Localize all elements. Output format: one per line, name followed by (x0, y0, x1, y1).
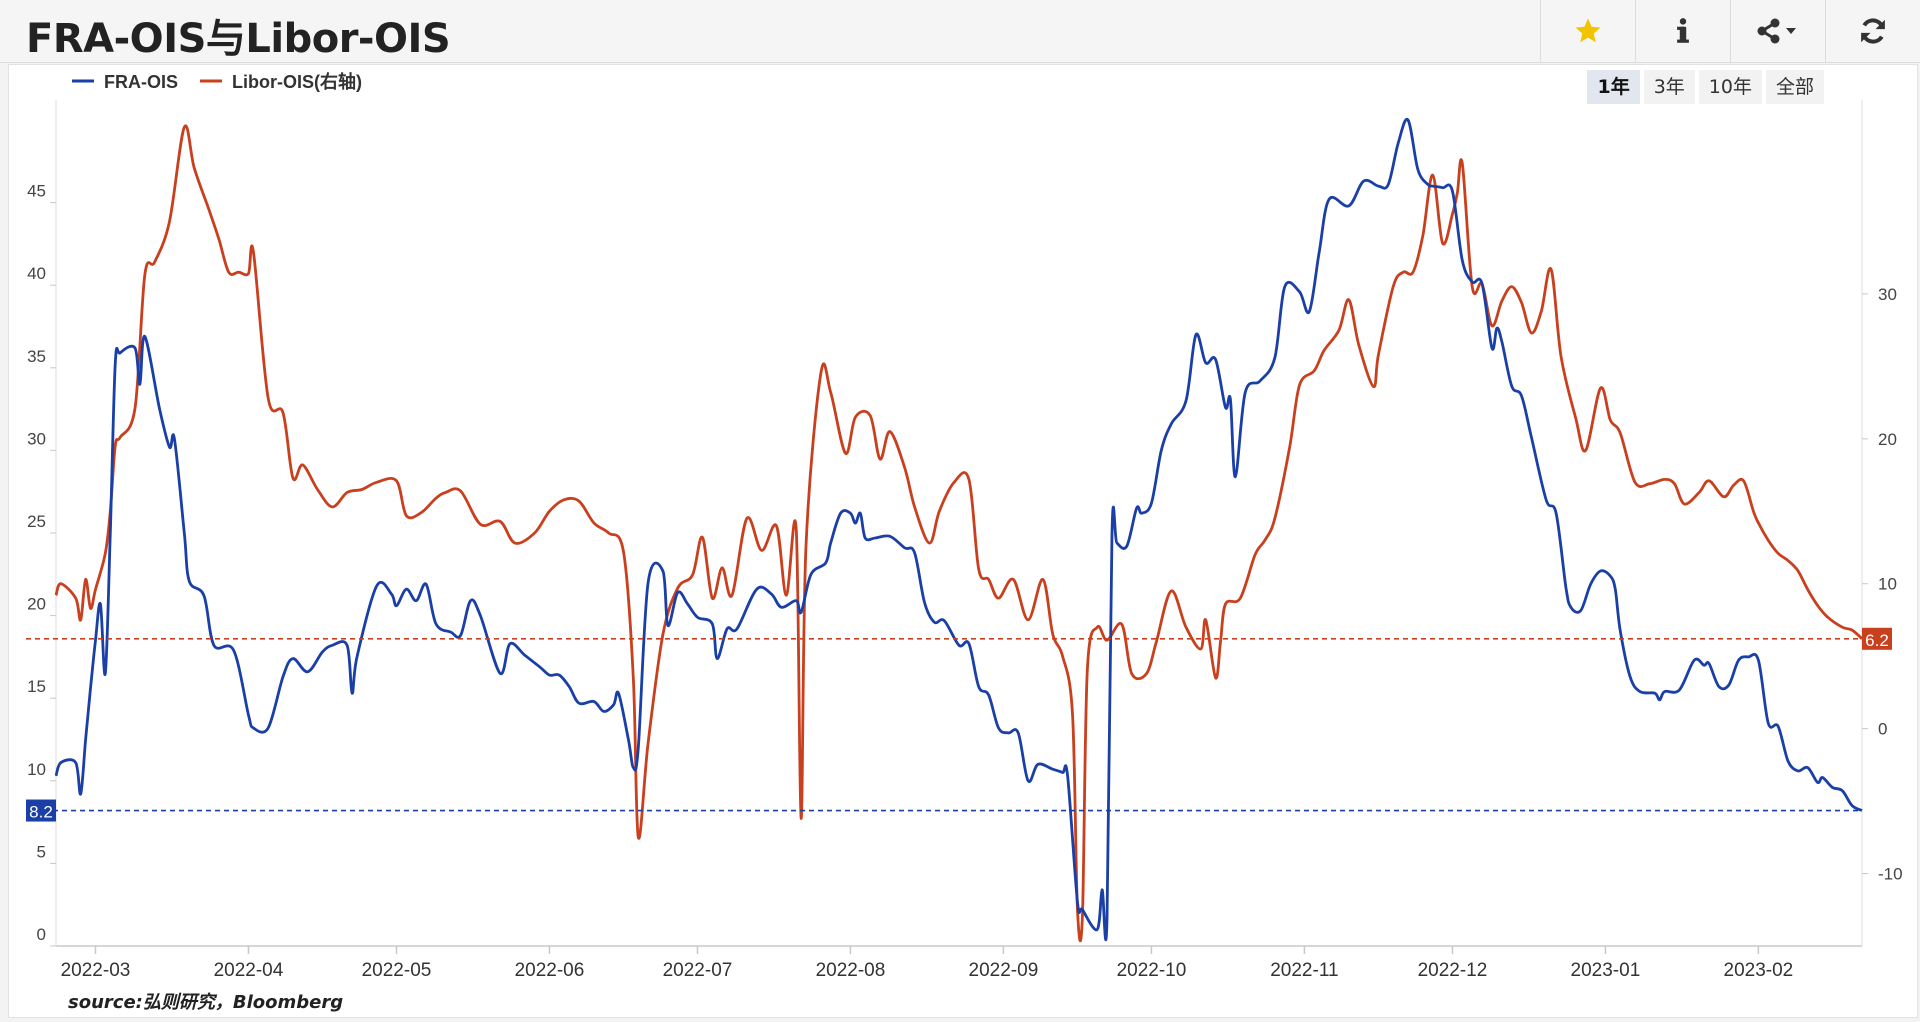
range-3y-button[interactable]: 3年 (1643, 70, 1695, 104)
refresh-icon (1861, 18, 1885, 44)
refresh-button[interactable] (1825, 0, 1920, 62)
source-note: source:弘则研究，Bloomberg (68, 992, 344, 1013)
chevron-down-icon (1786, 28, 1796, 34)
y-left-tick-label: 35 (27, 347, 46, 366)
x-tick-label: 2023-01 (1571, 960, 1641, 981)
series-line-fra-ois (54, 117, 1863, 942)
x-tick-label: 2022-04 (214, 960, 284, 981)
favorite-button[interactable] (1540, 0, 1635, 62)
y-left-tick-label: 15 (27, 677, 46, 696)
x-tick-label: 2022-03 (61, 960, 131, 981)
y-left-tick-label: 30 (27, 429, 46, 448)
y-left-tick-label: 5 (37, 842, 46, 861)
x-tick-label: 2023-02 (1724, 960, 1794, 981)
last-value-label: 6.2 (1865, 631, 1889, 650)
info-icon (1677, 18, 1689, 43)
range-10y-button[interactable]: 10年 (1698, 70, 1762, 104)
chart-legend: FRA-OIS Libor-OIS(右轴) (72, 71, 362, 92)
x-tick-label: 2022-11 (1270, 960, 1338, 981)
series-line-libor-ois (54, 124, 1863, 943)
chart-card (8, 64, 1918, 1018)
y-left-tick-label: 45 (27, 182, 46, 201)
y-left-tick-label: 20 (27, 595, 46, 614)
x-tick-label: 2022-05 (362, 960, 432, 981)
x-tick-label: 2022-08 (816, 960, 886, 981)
range-1y-button[interactable]: 1年 (1587, 70, 1640, 104)
chart-axes: 2022-03 2022-04 2022-05 2022-06 2022-07 2022-… (27, 100, 1903, 981)
legend-label: FRA-OIS (104, 72, 178, 92)
last-value-markers: 8.2 6.2 (26, 627, 1892, 822)
info-button[interactable] (1635, 0, 1730, 62)
y-right-tick-label: 0 (1878, 720, 1887, 739)
x-tick-label: 2022-12 (1418, 960, 1488, 981)
last-value-badge (26, 799, 56, 822)
range-all-button[interactable]: 全部 (1765, 70, 1824, 104)
x-tick-label: 2022-06 (515, 960, 585, 981)
toolbar (1540, 0, 1920, 62)
page-title: FRA-OIS与Libor-OIS (26, 16, 451, 62)
y-left-tick-label: 0 (37, 925, 46, 944)
share-icon (1757, 18, 1796, 44)
share-button[interactable] (1730, 0, 1825, 62)
chart-lines (54, 117, 1863, 943)
header-bar: FRA-OIS与Libor-OIS (0, 0, 1920, 63)
y-left-tick-label: 25 (27, 512, 46, 531)
last-value-label: 8.2 (29, 803, 53, 822)
y-right-tick-label: 10 (1878, 575, 1897, 594)
x-tick-label: 2022-07 (663, 960, 733, 981)
y-right-tick-label: -10 (1878, 865, 1903, 884)
range-selector: 1年 3年 10年 全部 (1587, 70, 1824, 104)
star-icon (1575, 18, 1601, 43)
x-tick-label: 2022-09 (969, 960, 1039, 981)
y-right-tick-label: 20 (1878, 430, 1897, 449)
y-left-tick-label: 40 (27, 264, 46, 283)
y-left-tick-label: 10 (27, 760, 46, 779)
y-right-tick-label: 30 (1878, 285, 1897, 304)
last-value-badge (1862, 627, 1892, 650)
legend-label: Libor-OIS(右轴) (232, 71, 362, 92)
x-tick-label: 2022-10 (1117, 960, 1187, 981)
